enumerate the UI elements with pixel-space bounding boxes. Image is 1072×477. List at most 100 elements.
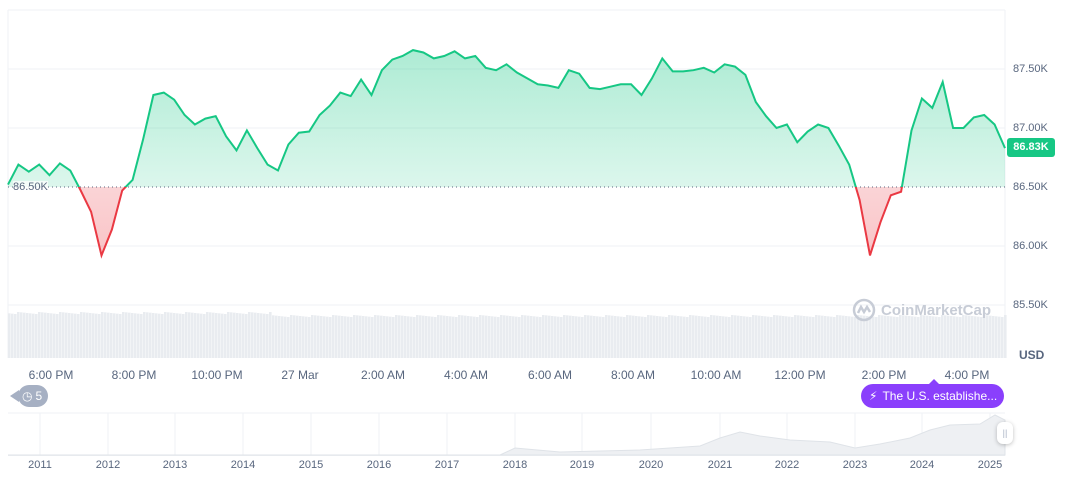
volume-bar (836, 315, 839, 358)
volume-bar (845, 316, 848, 358)
currency-label: USD (1019, 348, 1045, 362)
y-tick-label: 87.50K (1013, 63, 1048, 75)
volume-bar (179, 313, 182, 358)
volume-bar (575, 316, 578, 358)
volume-bar (146, 312, 149, 358)
volume-bar (236, 313, 239, 358)
volume-bar (134, 313, 137, 358)
volume-bar (752, 315, 755, 358)
navigator-year-label: 2011 (28, 459, 52, 471)
volume-bar (632, 315, 635, 358)
volume-bar (875, 317, 878, 358)
y-tick-label: 86.50K (1013, 181, 1048, 193)
volume-bar (770, 317, 773, 358)
volume-bar (647, 315, 650, 358)
current-price-badge: 86.83K (1007, 138, 1055, 157)
x-tick-label: 12:00 PM (774, 368, 826, 382)
volume-bar (686, 317, 689, 358)
volume-bar (242, 313, 245, 358)
volume-bar (671, 315, 674, 358)
volume-bar (374, 315, 377, 358)
volume-bar (824, 316, 827, 358)
volume-bar (887, 316, 890, 358)
volume-bar (638, 316, 641, 358)
volume-bar (707, 317, 710, 358)
x-tick-label: 27 Mar (281, 368, 319, 382)
volume-bar (650, 315, 653, 358)
volume-bar (299, 316, 302, 358)
volume-bar (767, 316, 770, 358)
volume-bar (143, 312, 146, 358)
history-badge[interactable]: ◷ 5 (10, 385, 48, 407)
volume-bar (782, 316, 785, 358)
volume-bar (542, 315, 545, 358)
volume-bar (848, 316, 851, 358)
x-tick-label: 2:00 AM (360, 368, 406, 382)
volume-bar (710, 315, 713, 358)
volume-bar (86, 312, 89, 358)
volume-bar (425, 316, 428, 358)
volume-bar (530, 316, 533, 358)
volume-bar (974, 316, 977, 358)
volume-bar (674, 315, 677, 358)
volume-bar (761, 316, 764, 358)
volume-bar (155, 313, 158, 358)
volume-bar (194, 313, 197, 358)
y-tick-label: 85.50K (1013, 299, 1048, 311)
volume-bar (176, 313, 179, 358)
volume-bar (914, 316, 917, 358)
volume-bar (83, 312, 86, 358)
volume-bar (980, 317, 983, 358)
volume-bar (482, 315, 485, 358)
volume-bar (305, 316, 308, 358)
volume-bar (107, 312, 110, 358)
volume-bar (857, 315, 860, 358)
volume-bar (200, 313, 203, 358)
volume-bar (74, 313, 77, 358)
volume-bar (317, 315, 320, 358)
volume-bar (941, 315, 944, 358)
volume-bar (794, 315, 797, 358)
volume-bar (224, 314, 227, 358)
volume-bar (722, 316, 725, 358)
volume-bar (38, 312, 41, 358)
volume-bar (923, 315, 926, 358)
volume-bar (401, 315, 404, 358)
navigator-year-label: 2017 (434, 459, 460, 471)
volume-bar (584, 315, 587, 358)
volume-bar (173, 313, 176, 358)
navigator-year-label: 2019 (569, 459, 595, 471)
volume-bar (749, 317, 752, 358)
volume-bar (260, 313, 263, 358)
volume-bar (551, 316, 554, 358)
volume-bar (554, 316, 557, 358)
navigator-year-label: 2016 (366, 459, 392, 471)
volume-bar (92, 313, 95, 358)
volume-bar (995, 316, 998, 358)
navigator-handle[interactable]: || (997, 422, 1013, 444)
volume-bar (320, 316, 323, 358)
volume-bar (35, 314, 38, 358)
volume-bar (89, 313, 92, 358)
volume-bar (113, 313, 116, 358)
volume-bar (458, 315, 461, 358)
volume-bar (599, 316, 602, 358)
navigator-year-label: 2014 (230, 459, 256, 471)
volume-bar (701, 316, 704, 358)
volume-bar (365, 316, 368, 358)
volume-bar (581, 317, 584, 358)
y-tick-label: 86.00K (1013, 240, 1048, 252)
volume-bar (506, 315, 509, 358)
volume-bar (239, 313, 242, 358)
volume-bar (863, 315, 866, 358)
volume-bar (560, 317, 563, 358)
volume-bar (272, 315, 275, 358)
volume-bar (806, 316, 809, 358)
volume-bar (437, 315, 440, 358)
volume-bar (719, 316, 722, 358)
volume-bar (992, 316, 995, 358)
event-badge[interactable]: ⚡︎ The U.S. establishe... (861, 379, 1004, 408)
volume-bar (692, 315, 695, 358)
